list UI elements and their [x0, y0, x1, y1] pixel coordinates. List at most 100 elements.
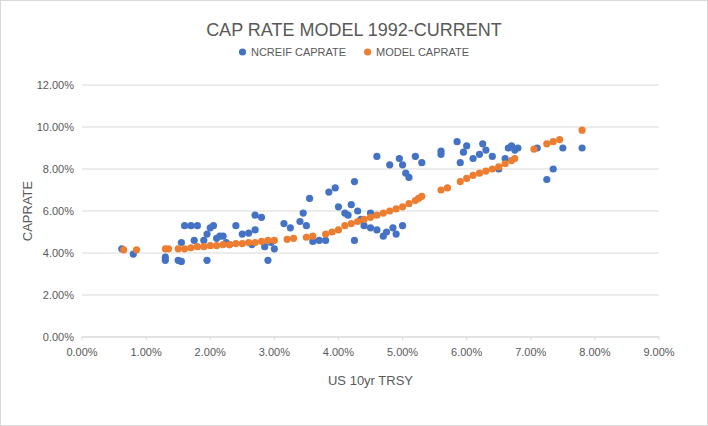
point	[354, 218, 361, 225]
point	[219, 241, 226, 248]
point	[543, 176, 550, 183]
point	[386, 207, 393, 214]
point	[200, 237, 207, 244]
point	[389, 224, 396, 231]
x-tick	[594, 337, 595, 340]
point	[495, 163, 502, 170]
point	[559, 144, 566, 151]
point	[463, 142, 470, 149]
series-1	[120, 127, 586, 254]
point	[418, 193, 425, 200]
series-0	[118, 138, 586, 265]
point	[405, 200, 412, 207]
point	[453, 138, 460, 145]
y-tick-label: 6.00%	[43, 205, 74, 217]
x-tick	[274, 337, 275, 340]
point	[226, 241, 233, 248]
point	[287, 224, 294, 231]
point	[502, 160, 509, 167]
point	[181, 245, 188, 252]
x-axis-line	[82, 337, 659, 338]
point	[383, 228, 390, 235]
grid-line	[82, 295, 659, 296]
point	[232, 222, 239, 229]
point	[133, 246, 140, 253]
point	[393, 231, 400, 238]
point	[187, 222, 194, 229]
point	[550, 165, 557, 172]
point	[476, 170, 483, 177]
chart-border	[1, 1, 708, 426]
point	[393, 205, 400, 212]
point	[418, 159, 425, 166]
point	[530, 145, 537, 152]
legend-marker	[239, 48, 246, 55]
point	[252, 212, 259, 219]
grid-line	[82, 169, 659, 170]
y-tick-label: 4.00%	[43, 247, 74, 259]
point	[399, 161, 406, 168]
point	[335, 226, 342, 233]
point	[271, 237, 278, 244]
point	[460, 149, 467, 156]
point	[178, 239, 185, 246]
legend-label: NCREIF CAPRATE	[251, 46, 346, 58]
point	[479, 140, 486, 147]
y-tick-label: 0.00%	[43, 331, 74, 343]
point	[232, 240, 239, 247]
grid-line	[82, 85, 659, 86]
point	[399, 203, 406, 210]
point	[309, 233, 316, 240]
point	[476, 151, 483, 158]
point	[351, 178, 358, 185]
x-tick	[530, 337, 531, 340]
point	[239, 231, 246, 238]
legend-marker	[364, 48, 371, 55]
y-axis-title: CAPRATE	[20, 180, 35, 241]
legend-label: MODEL CAPRATE	[376, 46, 469, 58]
point	[280, 220, 287, 227]
point	[469, 155, 476, 162]
point	[191, 237, 198, 244]
point	[328, 228, 335, 235]
point	[482, 147, 489, 154]
point	[303, 222, 310, 229]
point	[252, 239, 259, 246]
point	[457, 178, 464, 185]
grid-line	[82, 337, 659, 338]
point	[550, 138, 557, 145]
x-axis-title: US 10yr TRSY	[328, 373, 413, 388]
point	[306, 195, 313, 202]
point	[444, 184, 451, 191]
point	[264, 257, 271, 264]
point	[245, 229, 252, 236]
grid	[82, 85, 659, 337]
x-tick-label: 0.00%	[66, 346, 97, 358]
point	[360, 216, 367, 223]
point	[360, 222, 367, 229]
point	[284, 236, 291, 243]
point	[181, 222, 188, 229]
point	[162, 254, 169, 261]
point	[335, 203, 342, 210]
point	[556, 136, 563, 143]
point	[325, 189, 332, 196]
point	[120, 246, 127, 253]
legend: NCREIF CAPRATE MODEL CAPRATE	[239, 46, 469, 58]
point	[207, 242, 214, 249]
x-tick-label: 2.00%	[195, 346, 226, 358]
point	[341, 222, 348, 229]
grid-line	[82, 253, 659, 254]
chart: CAP RATE MODEL 1992-CURRENT 0.00% 2.00% 4.0…	[0, 0, 708, 426]
chart-title: CAP RATE MODEL 1992-CURRENT	[206, 20, 502, 40]
point	[373, 153, 380, 160]
point	[245, 239, 252, 246]
point	[351, 237, 358, 244]
point	[578, 144, 585, 151]
x-tick-label: 7.00%	[515, 346, 546, 358]
point	[264, 237, 271, 244]
point	[348, 220, 355, 227]
point	[354, 207, 361, 214]
point	[194, 243, 201, 250]
x-tick	[402, 337, 403, 340]
